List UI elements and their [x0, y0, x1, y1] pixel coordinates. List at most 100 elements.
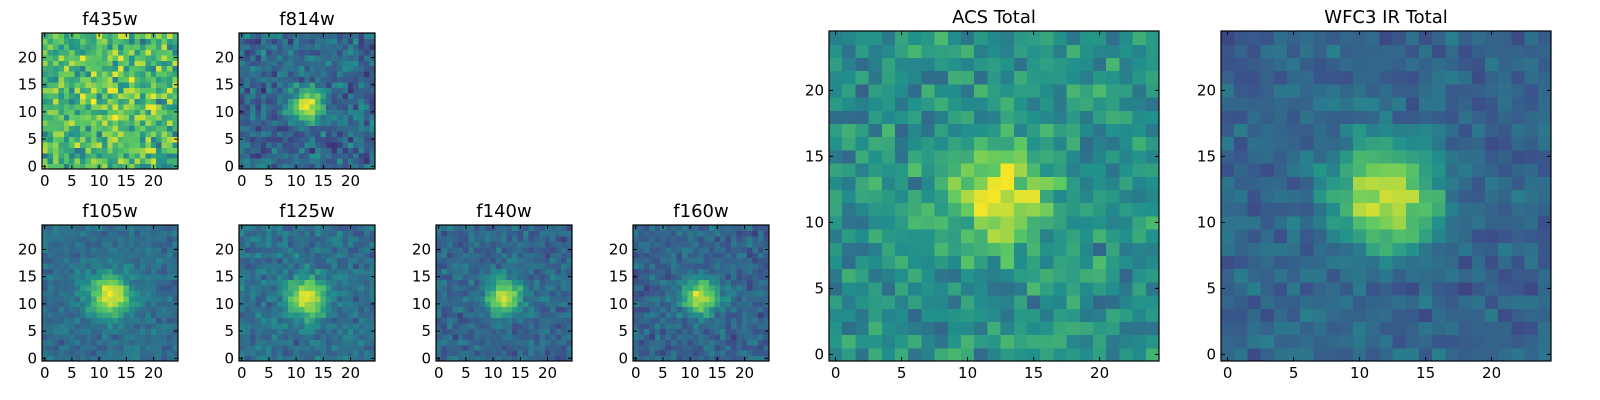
heatmap-cell [96, 273, 103, 280]
heatmap-cell [364, 263, 371, 270]
heatmap-cell [1027, 268, 1041, 283]
heatmap-cell [80, 284, 87, 291]
heatmap-cell [987, 176, 1002, 190]
heatmap-cell [1445, 308, 1460, 322]
heatmap-cell [129, 333, 136, 340]
heatmap-cell [353, 246, 360, 253]
heatmap-cell [457, 284, 464, 291]
heatmap-cell [1000, 189, 1015, 204]
heatmap-cell [52, 65, 59, 72]
heatmap-cell [961, 189, 975, 204]
heatmap-cell [69, 295, 76, 302]
heatmap-cell [118, 225, 125, 232]
heatmap-cell [1339, 202, 1354, 217]
heatmap-cell [654, 284, 661, 291]
heatmap-cell [353, 328, 360, 335]
heatmap-cell [58, 87, 65, 94]
heatmap-cell [921, 70, 936, 85]
heatmap-cell [1000, 334, 1015, 349]
heatmap-cell [741, 268, 748, 275]
heatmap-cell [934, 57, 949, 72]
heatmap-cell [698, 339, 705, 346]
heatmap-cell [1132, 97, 1147, 111]
heatmap-cell [315, 92, 322, 99]
heatmap-cell [244, 76, 251, 83]
heatmap-cell [298, 279, 305, 286]
heatmap-cell [730, 350, 737, 357]
heatmap-cell [320, 109, 327, 116]
heatmap-cell [112, 60, 119, 67]
heatmap-cell [353, 60, 360, 67]
heatmap-cell [63, 252, 70, 259]
heatmap-cell [829, 295, 843, 309]
heatmap-cell [304, 295, 311, 302]
heatmap-cell [145, 344, 152, 351]
heatmap-cell [47, 317, 54, 324]
heatmap-cell [1353, 202, 1367, 217]
heatmap-cell [282, 92, 289, 99]
heatmap-cell [298, 328, 305, 335]
heatmap-cell [1445, 202, 1460, 217]
heatmap-cell [660, 230, 667, 237]
heatmap-cell [309, 114, 316, 121]
heatmap-cell [544, 230, 551, 237]
heatmap-cell [698, 263, 705, 270]
heatmap-cell [161, 235, 168, 242]
heatmap-cell [974, 136, 988, 151]
heatmap-cell [172, 65, 179, 72]
y-tick-label: 0 [224, 349, 234, 367]
heatmap-cell [139, 33, 146, 40]
heatmap-cell [123, 322, 130, 329]
heatmap-cell [484, 317, 491, 324]
heatmap-cell [107, 54, 114, 61]
heatmap-cell [490, 317, 497, 324]
heatmap-cell [747, 306, 754, 313]
heatmap-cell [934, 149, 949, 164]
heatmap-cell [468, 257, 475, 264]
heatmap-cell [298, 339, 305, 346]
heatmap-cell [714, 241, 721, 248]
heatmap-cell [96, 235, 103, 242]
heatmap-cell [523, 355, 530, 362]
heatmap-cell [855, 83, 870, 98]
heatmap-cell [293, 38, 300, 45]
heatmap-cell [80, 268, 87, 275]
heatmap-cell [74, 230, 81, 237]
heatmap-cell [134, 306, 141, 313]
heatmap-cell [293, 71, 300, 78]
heatmap-cell [63, 141, 70, 148]
heatmap-cell [342, 344, 349, 351]
heatmap-cell [457, 225, 464, 232]
heatmap-cell [1066, 347, 1081, 362]
heatmap-cell [1119, 295, 1134, 309]
heatmap-cell [1405, 295, 1420, 309]
heatmap-cell [703, 355, 710, 362]
heatmap-cell [1079, 189, 1094, 204]
heatmap-cell [1079, 123, 1094, 138]
heatmap-cell [747, 263, 754, 270]
heatmap-cell [1132, 57, 1147, 72]
heatmap-cell [533, 312, 540, 319]
heatmap-cell [309, 54, 316, 61]
heatmap-cell [676, 235, 683, 242]
heatmap-cell [842, 268, 856, 283]
heatmap-cell [1132, 163, 1147, 177]
heatmap-cell [671, 333, 678, 340]
heatmap-cell [129, 344, 136, 351]
heatmap-cell [331, 295, 338, 302]
heatmap-cell [1392, 163, 1407, 177]
heatmap-cell [287, 235, 294, 242]
heatmap-cell [1471, 281, 1486, 296]
heatmap-cell [446, 339, 453, 346]
heatmap-cell [358, 38, 365, 45]
heatmap-cell [161, 246, 168, 253]
heatmap-cell [1326, 295, 1341, 309]
heatmap-cell [239, 333, 246, 340]
heatmap-cell [342, 301, 349, 308]
heatmap-cell [1234, 255, 1248, 270]
heatmap-cell [490, 246, 497, 253]
heatmap-cell [921, 149, 936, 164]
heatmap-cell [156, 141, 163, 148]
heatmap-cell [1132, 215, 1147, 230]
heatmap-cell [298, 141, 305, 148]
